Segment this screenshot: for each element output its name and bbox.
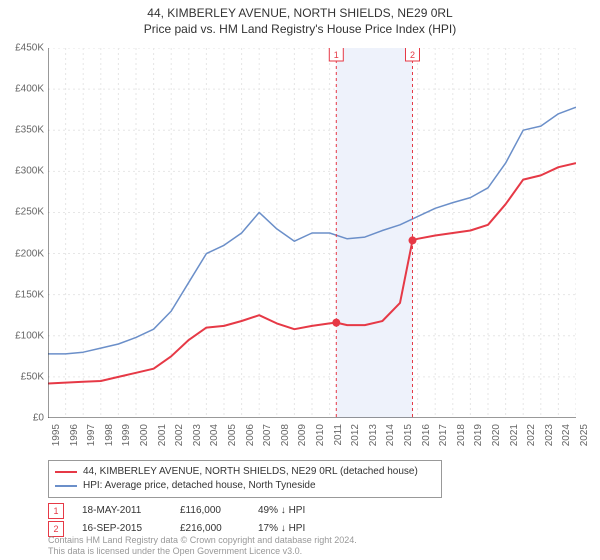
x-tick-label: 2013 [368, 424, 379, 454]
y-tick-label: £350K [0, 125, 44, 136]
y-tick-label: £450K [0, 43, 44, 54]
svg-text:1: 1 [334, 50, 339, 60]
x-tick-label: 2002 [174, 424, 185, 454]
sale-row: 1 18-MAY-2011 £116,000 49% ↓ HPI [48, 502, 338, 520]
chart-area: 12 [48, 48, 576, 418]
footer-attribution: Contains HM Land Registry data © Crown c… [48, 535, 357, 557]
y-tick-label: £0 [0, 413, 44, 424]
x-tick-label: 2000 [139, 424, 150, 454]
legend-box: 44, KIMBERLEY AVENUE, NORTH SHIELDS, NE2… [48, 460, 442, 498]
title-subtitle: Price paid vs. HM Land Registry's House … [0, 22, 600, 36]
legend-swatch [55, 485, 77, 487]
y-tick-label: £300K [0, 166, 44, 177]
x-tick-label: 2016 [421, 424, 432, 454]
x-tick-label: 2014 [385, 424, 396, 454]
x-tick-label: 2015 [403, 424, 414, 454]
y-tick-label: £100K [0, 330, 44, 341]
x-tick-label: 2008 [280, 424, 291, 454]
x-tick-label: 2009 [297, 424, 308, 454]
x-tick-label: 2021 [509, 424, 520, 454]
legend-row: HPI: Average price, detached house, Nort… [55, 479, 435, 493]
sale-date: 18-MAY-2011 [82, 502, 162, 520]
x-tick-label: 2025 [579, 424, 590, 454]
legend-label: 44, KIMBERLEY AVENUE, NORTH SHIELDS, NE2… [83, 465, 418, 479]
title-block: 44, KIMBERLEY AVENUE, NORTH SHIELDS, NE2… [0, 0, 600, 36]
sale-pct: 49% ↓ HPI [258, 502, 338, 520]
chart-svg: 12 [48, 48, 576, 418]
sale-marker: 1 [48, 503, 64, 519]
x-tick-label: 1997 [86, 424, 97, 454]
x-tick-label: 1999 [121, 424, 132, 454]
x-tick-label: 2017 [438, 424, 449, 454]
title-address: 44, KIMBERLEY AVENUE, NORTH SHIELDS, NE2… [0, 6, 600, 20]
legend-label: HPI: Average price, detached house, Nort… [83, 479, 316, 493]
x-tick-label: 2001 [157, 424, 168, 454]
y-tick-label: £250K [0, 207, 44, 218]
legend-swatch [55, 471, 77, 473]
x-tick-label: 2003 [192, 424, 203, 454]
x-tick-label: 1995 [51, 424, 62, 454]
legend-row: 44, KIMBERLEY AVENUE, NORTH SHIELDS, NE2… [55, 465, 435, 479]
x-tick-label: 1998 [104, 424, 115, 454]
y-tick-label: £400K [0, 84, 44, 95]
x-tick-label: 2005 [227, 424, 238, 454]
x-tick-label: 2004 [209, 424, 220, 454]
y-tick-label: £50K [0, 371, 44, 382]
x-tick-label: 2024 [561, 424, 572, 454]
x-tick-label: 2010 [315, 424, 326, 454]
x-tick-label: 2007 [262, 424, 273, 454]
x-tick-label: 1996 [69, 424, 80, 454]
y-tick-label: £200K [0, 248, 44, 259]
x-tick-label: 2022 [526, 424, 537, 454]
sale-price: £116,000 [180, 502, 240, 520]
footer-line2: This data is licensed under the Open Gov… [48, 546, 357, 557]
svg-text:2: 2 [410, 50, 415, 60]
x-tick-label: 2020 [491, 424, 502, 454]
sales-table: 118-MAY-2011£116,00049% ↓ HPI216-SEP-201… [48, 502, 338, 538]
x-tick-label: 2012 [350, 424, 361, 454]
x-tick-label: 2019 [473, 424, 484, 454]
x-tick-label: 2023 [544, 424, 555, 454]
y-tick-label: £150K [0, 289, 44, 300]
x-tick-label: 2006 [245, 424, 256, 454]
figure-container: 44, KIMBERLEY AVENUE, NORTH SHIELDS, NE2… [0, 0, 600, 560]
footer-line1: Contains HM Land Registry data © Crown c… [48, 535, 357, 546]
x-tick-label: 2018 [456, 424, 467, 454]
x-tick-label: 2011 [333, 424, 344, 454]
